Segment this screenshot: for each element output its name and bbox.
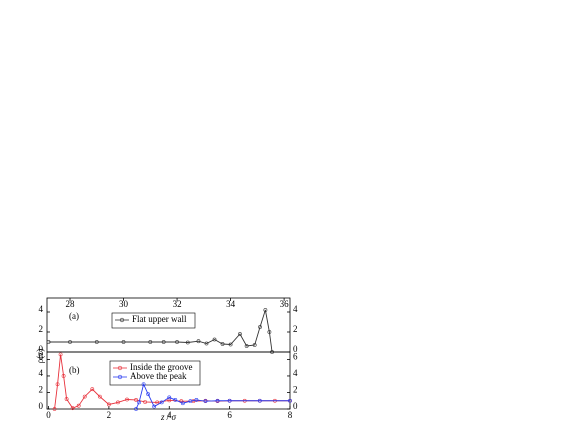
data-point [238,332,242,336]
series-line [48,309,273,353]
data-point [252,343,257,347]
data-point [161,340,166,344]
legend-marker [117,374,123,380]
data-point [134,407,138,411]
data-point [61,374,66,378]
y-tick-label: 0 [39,401,44,411]
data-point [82,394,87,399]
data-point [204,341,209,346]
y-axis-label: ρ(z) [35,349,45,363]
data-point [267,330,272,334]
y-tick-label-right: 2 [293,324,298,334]
x-tick-label: 32 [173,299,182,309]
y-tick-label: 6 [39,351,44,361]
data-point [257,398,262,403]
data-point [52,407,57,411]
data-point [116,400,120,405]
data-point [212,337,217,342]
x-tick-label: 6 [227,410,232,420]
series-line [135,382,290,410]
data-point [143,400,148,404]
data-point [167,398,172,403]
data-point [244,344,249,348]
legend-marker [119,317,125,323]
data-point [76,403,81,408]
data-point [70,406,75,411]
data-point [227,398,232,403]
data-point [152,404,157,409]
data-point [288,398,292,403]
data-point [121,340,126,344]
data-point [194,398,199,402]
data-point [94,340,99,344]
data-point [196,339,201,344]
data-point [180,401,185,406]
x-axis-label: z / σ [160,412,177,422]
data-point [167,395,172,400]
y-tick-label-right: 6 [293,351,298,361]
x-tick-label: 2 [107,410,112,420]
legend-box [109,360,201,386]
panel-label: (b) [69,365,80,375]
y-tick-label: 4 [39,368,44,378]
x-tick-label: 36 [280,299,290,309]
data-point [185,340,190,345]
data-point [134,398,138,402]
data-point [64,397,69,401]
panel-frame [46,351,291,410]
y-tick-label-right: 2 [293,385,298,395]
x-tick-label: 28 [66,299,76,309]
data-point [175,340,179,344]
y-tick-label-right: 0 [293,344,298,354]
legend-marker [117,365,123,371]
data-point [159,400,164,405]
x-tick-label: 0 [46,410,51,420]
data-point [137,400,141,405]
data-point [228,342,233,347]
legend-label: Above the peak [130,371,187,381]
y-tick-label-right: 0 [293,401,298,411]
data-point [106,402,111,407]
data-point [220,342,225,346]
legend-label: Inside the groove [130,362,192,372]
data-point [215,398,220,403]
x-tick-label: 4 [167,410,172,420]
y-tick-label: 4 [39,304,44,314]
data-point [97,394,102,399]
data-point [141,382,146,387]
data-point [173,398,178,402]
x-tick-label: 34 [226,299,236,309]
data-point [46,340,51,344]
legend-label: Flat upper wall [132,314,187,324]
legend-box [111,312,196,329]
data-point [68,340,72,344]
data-point [58,352,63,357]
y-tick-label-right: 4 [293,368,298,378]
x-tick-label: 8 [288,410,293,420]
data-point [263,308,268,312]
y-tick-label: 0 [39,344,44,354]
data-point [148,340,153,344]
data-point [146,392,151,397]
y-tick-label: 2 [39,324,44,334]
data-point [155,400,160,405]
data-point [125,397,129,402]
data-point [55,382,60,387]
data-point [258,325,262,329]
data-point [203,399,208,404]
y-tick-label: 2 [39,385,44,395]
x-tick-label: 30 [119,299,129,309]
data-point [90,387,95,392]
data-point [188,399,193,404]
panel-label: (a) [69,311,79,321]
y-tick-label-right: 4 [293,304,298,314]
